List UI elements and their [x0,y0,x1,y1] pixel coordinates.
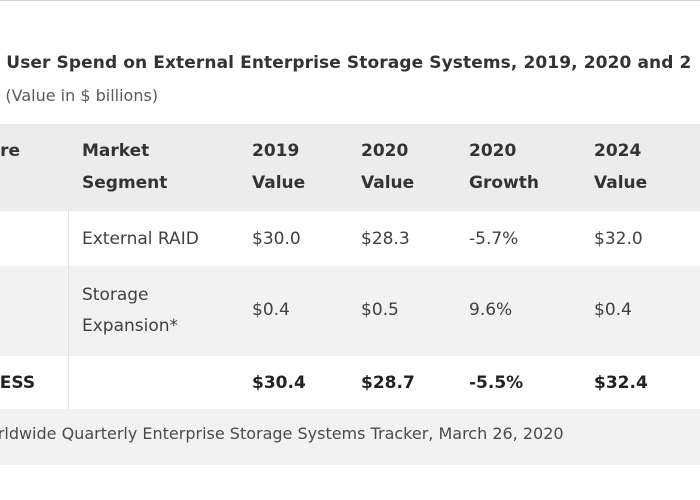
header-2024-1: 2024 [594,141,642,161]
total-2019: $30.4 [252,373,306,393]
total-band [0,356,700,409]
row1-segment: External RAID [82,229,199,249]
total-2020: $28.7 [361,373,415,393]
row-band-1 [0,211,700,266]
row2-segment-2: Expansion* [82,316,179,336]
row2-2019: $0.4 [252,300,290,320]
source-note: orldwide Quarterly Enterprise Storage Sy… [0,424,564,443]
header-growth-2: Growth [469,173,539,193]
header-segment-1: Market [82,141,150,161]
col-divider [68,211,69,409]
row1-2024: $32.0 [594,229,643,249]
row2-segment-1: Storage [82,285,149,305]
total-label: l ESS [0,373,36,393]
total-growth: -5.5% [469,373,524,393]
row1-growth: -5.7% [469,229,519,249]
row-band-2 [0,266,700,356]
table-subtitle: R (Value in $ billions) [0,86,158,105]
header-structure: ure [0,141,21,161]
row1-2019: $30.0 [252,229,301,249]
table-card: d User Spend on External Enterprise Stor… [0,0,700,465]
header-segment-2: Segment [82,173,168,193]
subtitle-unit: (Value in $ billions) [0,86,159,105]
row2-growth: 9.6% [469,300,513,320]
footer-band [0,409,700,465]
row1-2020: $28.3 [361,229,410,249]
header-row [0,124,700,211]
header-2019-1: 2019 [252,141,300,161]
table-title: d User Spend on External Enterprise Stor… [0,53,692,73]
header-2020-2: Value [361,173,415,193]
row2-2020: $0.5 [361,300,399,320]
total-2024: $32.4 [594,373,648,393]
header-2019-2: Value [252,173,306,193]
header-2020-1: 2020 [361,141,409,161]
header-growth-1: 2020 [469,141,517,161]
header-2024-2: Value [594,173,648,193]
row2-2024: $0.4 [594,300,632,320]
